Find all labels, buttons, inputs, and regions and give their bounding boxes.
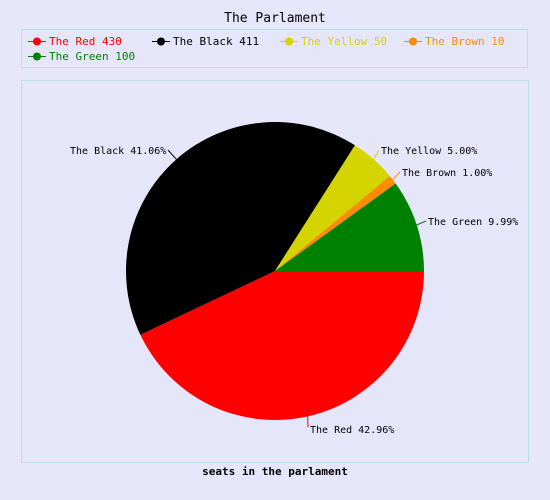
chart-title: The Parlament — [224, 11, 326, 26]
legend-marker-icon — [28, 37, 46, 46]
slice-label-the-brown: The Brown 1.00% — [402, 168, 492, 179]
legend-marker-icon — [404, 37, 422, 46]
legend-marker-icon — [152, 37, 170, 46]
legend-marker-icon — [280, 37, 298, 46]
pie-slice-the-yellow — [275, 145, 390, 271]
x-axis-label: seats in the parlament — [202, 465, 348, 478]
leader-line — [392, 171, 401, 181]
pie-slice-the-red — [140, 271, 425, 420]
pie-slice-the-green — [275, 183, 424, 271]
slice-label-the-red: The Red 42.96% — [310, 425, 394, 436]
legend — [21, 29, 528, 68]
slice-label-the-yellow: The Yellow 5.00% — [381, 146, 477, 157]
legend-marker-icon — [28, 52, 46, 61]
leader-line — [416, 220, 427, 226]
legend-label: The Yellow 50 — [301, 35, 388, 48]
pie-slice-the-black — [125, 121, 355, 335]
leader-line — [373, 149, 380, 160]
leader-line — [167, 149, 177, 160]
legend-label: The Red 430 — [49, 35, 122, 48]
plot-area — [21, 80, 529, 463]
pie-slice-the-brown — [275, 176, 396, 271]
legend-label: The Black 411 — [173, 35, 260, 48]
slice-label-the-black: The Black 41.06% — [70, 146, 166, 157]
legend-label: The Brown 10 — [425, 35, 505, 48]
slice-label-the-green: The Green 9.99% — [428, 217, 518, 228]
legend-label: The Green 100 — [49, 50, 136, 63]
